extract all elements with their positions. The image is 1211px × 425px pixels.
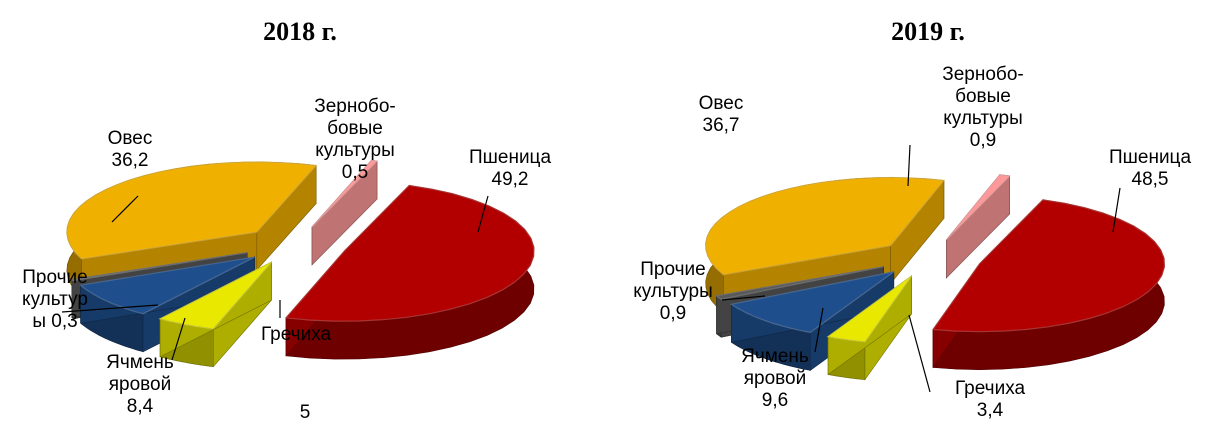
svg-text:Гречиха: Гречиха [261,324,332,345]
pie-slice [284,184,535,360]
data-value: 0,9 [970,130,996,151]
data-label: Гречиха 5 [261,300,332,423]
data-value: 0,5 [342,162,368,183]
data-value: 36,2 [112,150,149,171]
data-value: 9,6 [762,390,788,411]
pie-slice [826,274,913,381]
data-value: 8,4 [127,396,154,417]
pie-slice [705,176,946,314]
pie-slice [945,173,1011,279]
pie-slice [66,161,318,298]
data-label: Прочие культур ы 0,3 [22,267,159,332]
data-label: Гречиха 3,4 [908,314,1026,421]
data-value: 48,5 [1132,169,1169,190]
pie-chart-0: 2018 г. Пшеница 49,2 Гречиха 5 Ячмень яровой 8,… [22,17,551,423]
data-value: 5 [300,402,311,423]
data-value: 3,4 [977,400,1004,421]
pie-slice [311,159,379,266]
data-label: Ячмень яровой 9,6 [741,307,824,411]
data-label: Пшеница 48,5 [1109,147,1191,233]
data-label: Пшеница 49,2 [469,147,551,233]
chart-title: 2019 г. [891,17,965,46]
data-label: Прочие культуры 0,9 [633,259,766,324]
data-label: Ячмень яровой 8,4 [106,317,186,417]
data-label: Зернобо-бовые культуры 0,9 [907,64,1024,187]
pie-chart-1: 2019 г. Пшеница 48,5 Гречиха 3,4 Ячмень яровой… [633,17,1191,421]
data-value: 36,7 [703,115,740,136]
data-value: 49,2 [492,169,529,190]
data-value: 0,9 [660,303,686,324]
data-label: Овес 36,7 [699,93,744,136]
chart-title: 2018 г. [263,17,337,46]
data-label: Овес 36,2 [108,128,153,223]
data-label: Зернобо-бовые культуры 0,5 [314,96,395,183]
pie-slice [931,199,1166,371]
